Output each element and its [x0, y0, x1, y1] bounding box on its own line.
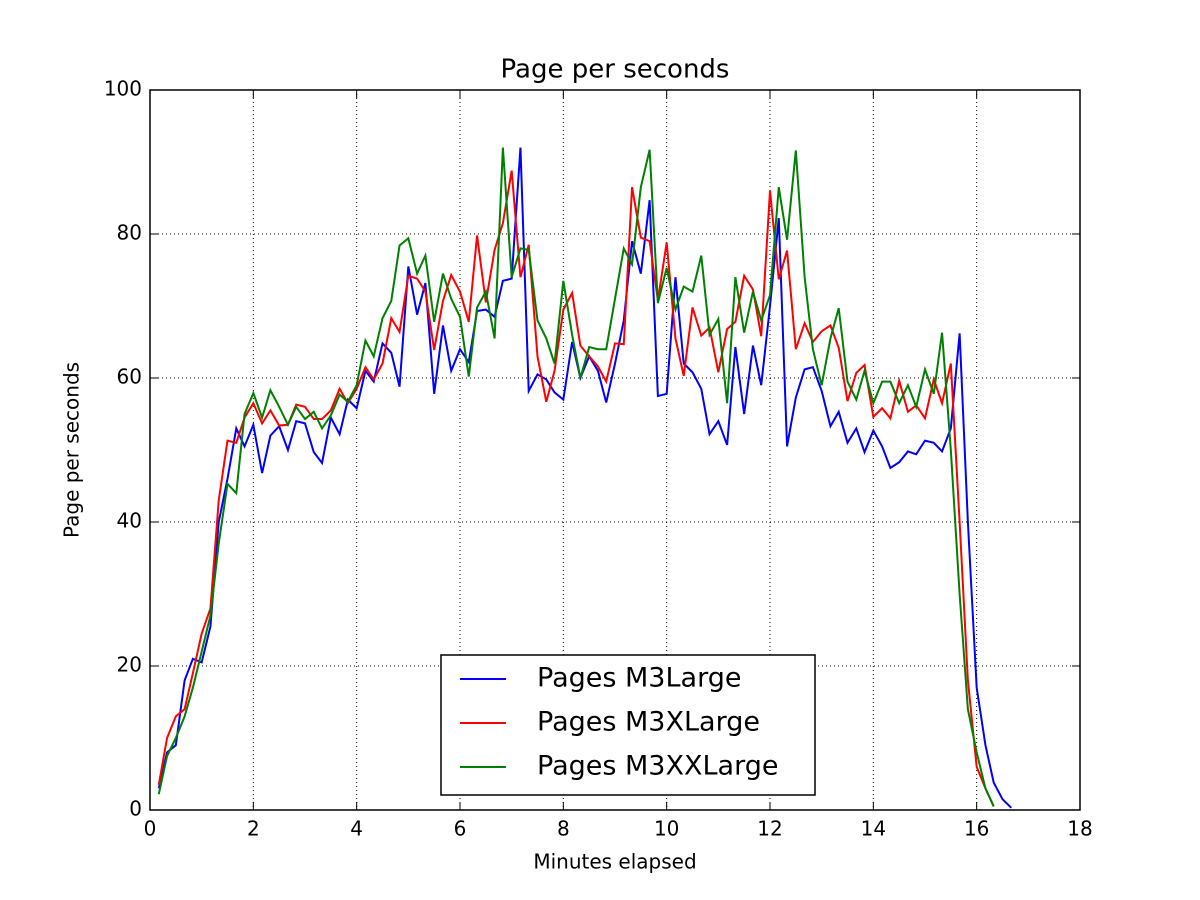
x-tick-label: 6: [454, 817, 467, 841]
x-tick-label: 12: [757, 817, 782, 841]
series-line: [157, 147, 1012, 809]
y-tick-label: 60: [117, 365, 142, 389]
legend-label: Pages M3XXLarge: [537, 751, 778, 782]
y-tick-label: 20: [117, 653, 142, 677]
y-tick-label: 80: [117, 221, 142, 245]
series-line: [157, 170, 995, 807]
y-tick-label: 40: [117, 509, 142, 533]
x-tick-label: 10: [654, 817, 679, 841]
x-axis-label: Minutes elapsed: [533, 850, 696, 874]
x-tick-label: 18: [1067, 817, 1092, 841]
x-tick-label: 2: [247, 817, 260, 841]
legend-label: Pages M3XLarge: [537, 707, 760, 738]
x-tick-label: 14: [861, 817, 886, 841]
plot-frame: [149, 89, 1081, 811]
legend-label: Pages M3Large: [537, 663, 741, 694]
y-tick-label: 0: [129, 797, 142, 821]
x-tick-label: 16: [964, 817, 989, 841]
y-tick-label: 100: [104, 77, 142, 101]
series-line: [157, 147, 995, 807]
x-tick-label: 0: [144, 817, 157, 841]
y-axis-label: Page per seconds: [60, 362, 84, 538]
x-tick-label: 4: [350, 817, 363, 841]
x-tick-label: 8: [557, 817, 570, 841]
chart-title: Page per seconds: [501, 55, 730, 85]
